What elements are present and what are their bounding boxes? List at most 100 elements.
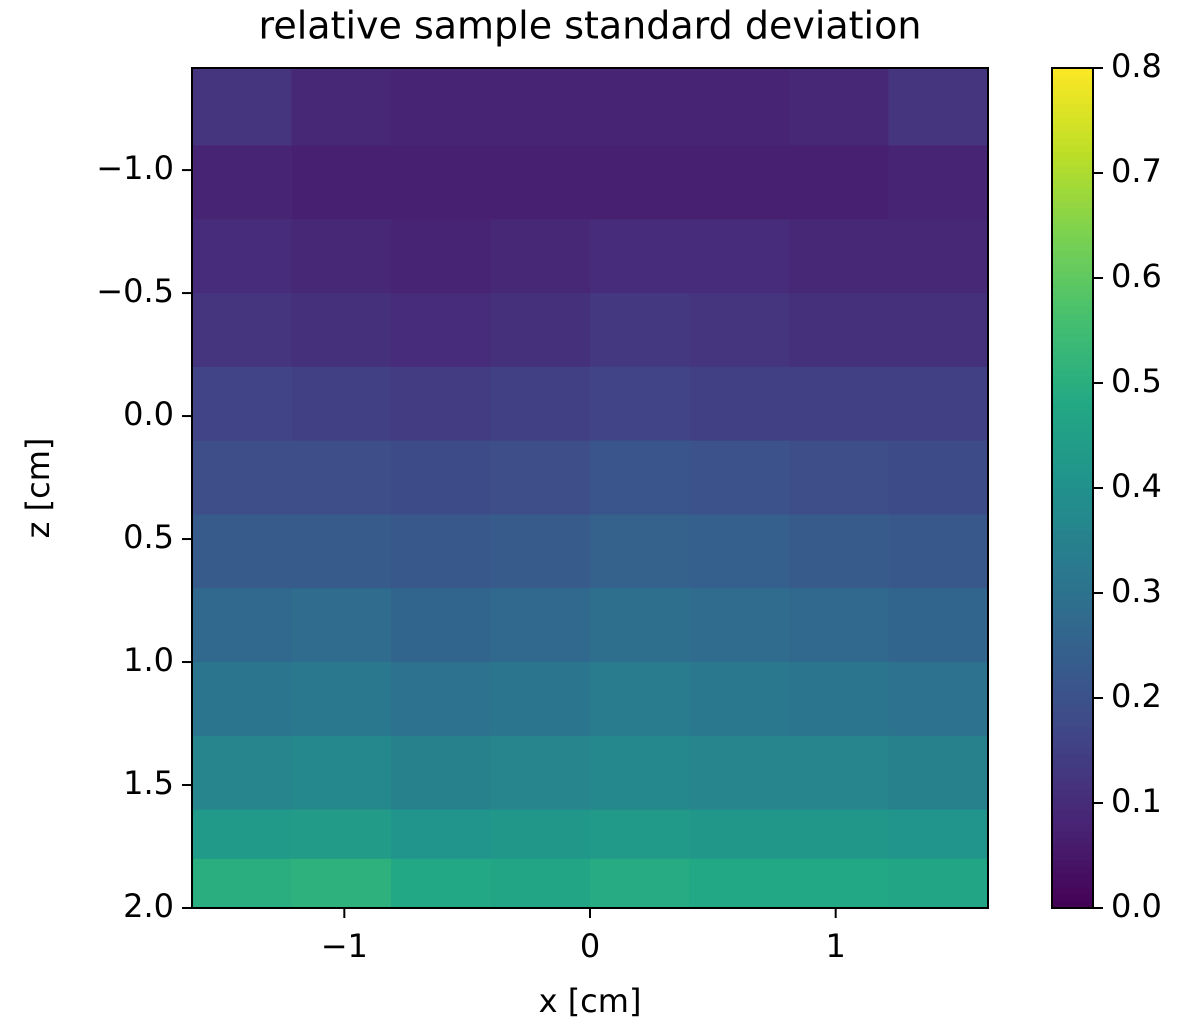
colorbar-tick-label: 0.5 xyxy=(1111,362,1162,400)
colorbar-segment xyxy=(1052,901,1093,909)
heatmap-cell xyxy=(391,440,491,515)
heatmap-cell xyxy=(291,293,392,368)
colorbar-segment xyxy=(1052,271,1093,279)
colorbar-segment xyxy=(1052,96,1093,104)
colorbar-tick-label: 0.4 xyxy=(1111,467,1162,505)
colorbar-segment xyxy=(1052,551,1093,559)
colorbar-segment xyxy=(1052,880,1093,888)
colorbar-segment xyxy=(1052,369,1093,377)
colorbar-segment xyxy=(1052,796,1093,804)
colorbar-segment xyxy=(1052,579,1093,587)
y-tick-label: 0.5 xyxy=(123,518,174,556)
heatmap-cell xyxy=(490,440,591,515)
heatmap-cell xyxy=(192,219,292,294)
colorbar-segment xyxy=(1052,649,1093,657)
heatmap-cell xyxy=(789,809,889,860)
colorbar-segment xyxy=(1052,628,1093,636)
colorbar-segment xyxy=(1052,243,1093,251)
heatmap-cell xyxy=(490,809,591,860)
colorbar-segment xyxy=(1052,698,1093,706)
colorbar-segment xyxy=(1052,208,1093,216)
heatmap-cell xyxy=(490,514,591,589)
colorbar-segment xyxy=(1052,803,1093,811)
heatmap-cell xyxy=(789,145,889,220)
colorbar-segment xyxy=(1052,754,1093,762)
heatmap-cell xyxy=(888,219,989,294)
x-tick-label: −1 xyxy=(321,927,368,965)
heatmap-cell xyxy=(689,68,790,146)
colorbar-segment xyxy=(1052,866,1093,874)
colorbar-segment xyxy=(1052,495,1093,503)
x-axis-label: x [cm] xyxy=(539,982,642,1020)
colorbar-segment xyxy=(1052,68,1093,76)
colorbar-segment xyxy=(1052,502,1093,510)
heatmap-cell xyxy=(192,809,292,860)
heatmap-cell xyxy=(689,858,790,909)
colorbar-segment xyxy=(1052,873,1093,881)
heatmap-cell xyxy=(590,662,690,737)
y-axis-label: z [cm] xyxy=(19,438,57,539)
colorbar-segment xyxy=(1052,733,1093,741)
colorbar-tick-label: 0.2 xyxy=(1111,677,1162,715)
colorbar-segment xyxy=(1052,180,1093,188)
colorbar-segment xyxy=(1052,677,1093,685)
colorbar-segment xyxy=(1052,670,1093,678)
heatmap-cell xyxy=(689,293,790,368)
heatmap-cell xyxy=(490,858,591,909)
y-tick-label: 1.0 xyxy=(123,641,174,679)
colorbar-segment xyxy=(1052,789,1093,797)
heatmap-cell xyxy=(689,588,790,663)
colorbar-segment xyxy=(1052,411,1093,419)
colorbar-segment xyxy=(1052,257,1093,265)
colorbar-segment xyxy=(1052,313,1093,321)
heatmap-cell xyxy=(391,145,491,220)
colorbar-segment xyxy=(1052,131,1093,139)
heatmap-cell xyxy=(888,366,989,442)
colorbar-segment xyxy=(1052,348,1093,356)
colorbar-segment xyxy=(1052,446,1093,454)
heatmap-cell xyxy=(391,219,491,294)
colorbar-segment xyxy=(1052,642,1093,650)
heatmap-cell xyxy=(391,858,491,909)
heatmap-cell xyxy=(888,293,989,368)
colorbar-segment xyxy=(1052,887,1093,895)
colorbar-segment xyxy=(1052,194,1093,202)
heatmap-cell xyxy=(590,440,690,515)
colorbar-segment xyxy=(1052,467,1093,475)
heatmap-cell xyxy=(888,809,989,860)
colorbar-segment xyxy=(1052,852,1093,860)
colorbar-segment xyxy=(1052,320,1093,328)
y-tick-label: −1.0 xyxy=(96,149,174,187)
colorbar-segment xyxy=(1052,278,1093,286)
heatmap-cell xyxy=(689,145,790,220)
colorbar-segment xyxy=(1052,425,1093,433)
y-tick-label: 2.0 xyxy=(123,887,174,925)
colorbar-segment xyxy=(1052,782,1093,790)
colorbar-segment xyxy=(1052,362,1093,370)
colorbar-segment xyxy=(1052,705,1093,713)
colorbar-segment xyxy=(1052,712,1093,720)
colorbar-segment xyxy=(1052,201,1093,209)
colorbar-segment xyxy=(1052,635,1093,643)
colorbar-segment xyxy=(1052,747,1093,755)
heatmap-cell xyxy=(789,219,889,294)
heatmap-cell xyxy=(291,588,392,663)
colorbar-segment xyxy=(1052,544,1093,552)
colorbar-segment xyxy=(1052,565,1093,573)
colorbar-segment xyxy=(1052,306,1093,314)
colorbar-segment xyxy=(1052,523,1093,531)
heatmap-cell xyxy=(192,68,292,146)
colorbar-segment xyxy=(1052,453,1093,461)
colorbar-tick-label: 0.8 xyxy=(1111,47,1162,85)
colorbar-tick-label: 0.1 xyxy=(1111,782,1162,820)
colorbar-segment xyxy=(1052,117,1093,125)
colorbar-segment xyxy=(1052,82,1093,90)
colorbar-segment xyxy=(1052,418,1093,426)
heatmap-cell xyxy=(291,440,392,515)
heatmap-cell xyxy=(192,440,292,515)
colorbar-segment xyxy=(1052,719,1093,727)
heatmap-cell xyxy=(291,514,392,589)
heatmap-cell xyxy=(689,219,790,294)
colorbar-segment xyxy=(1052,817,1093,825)
heatmap-cell xyxy=(192,514,292,589)
